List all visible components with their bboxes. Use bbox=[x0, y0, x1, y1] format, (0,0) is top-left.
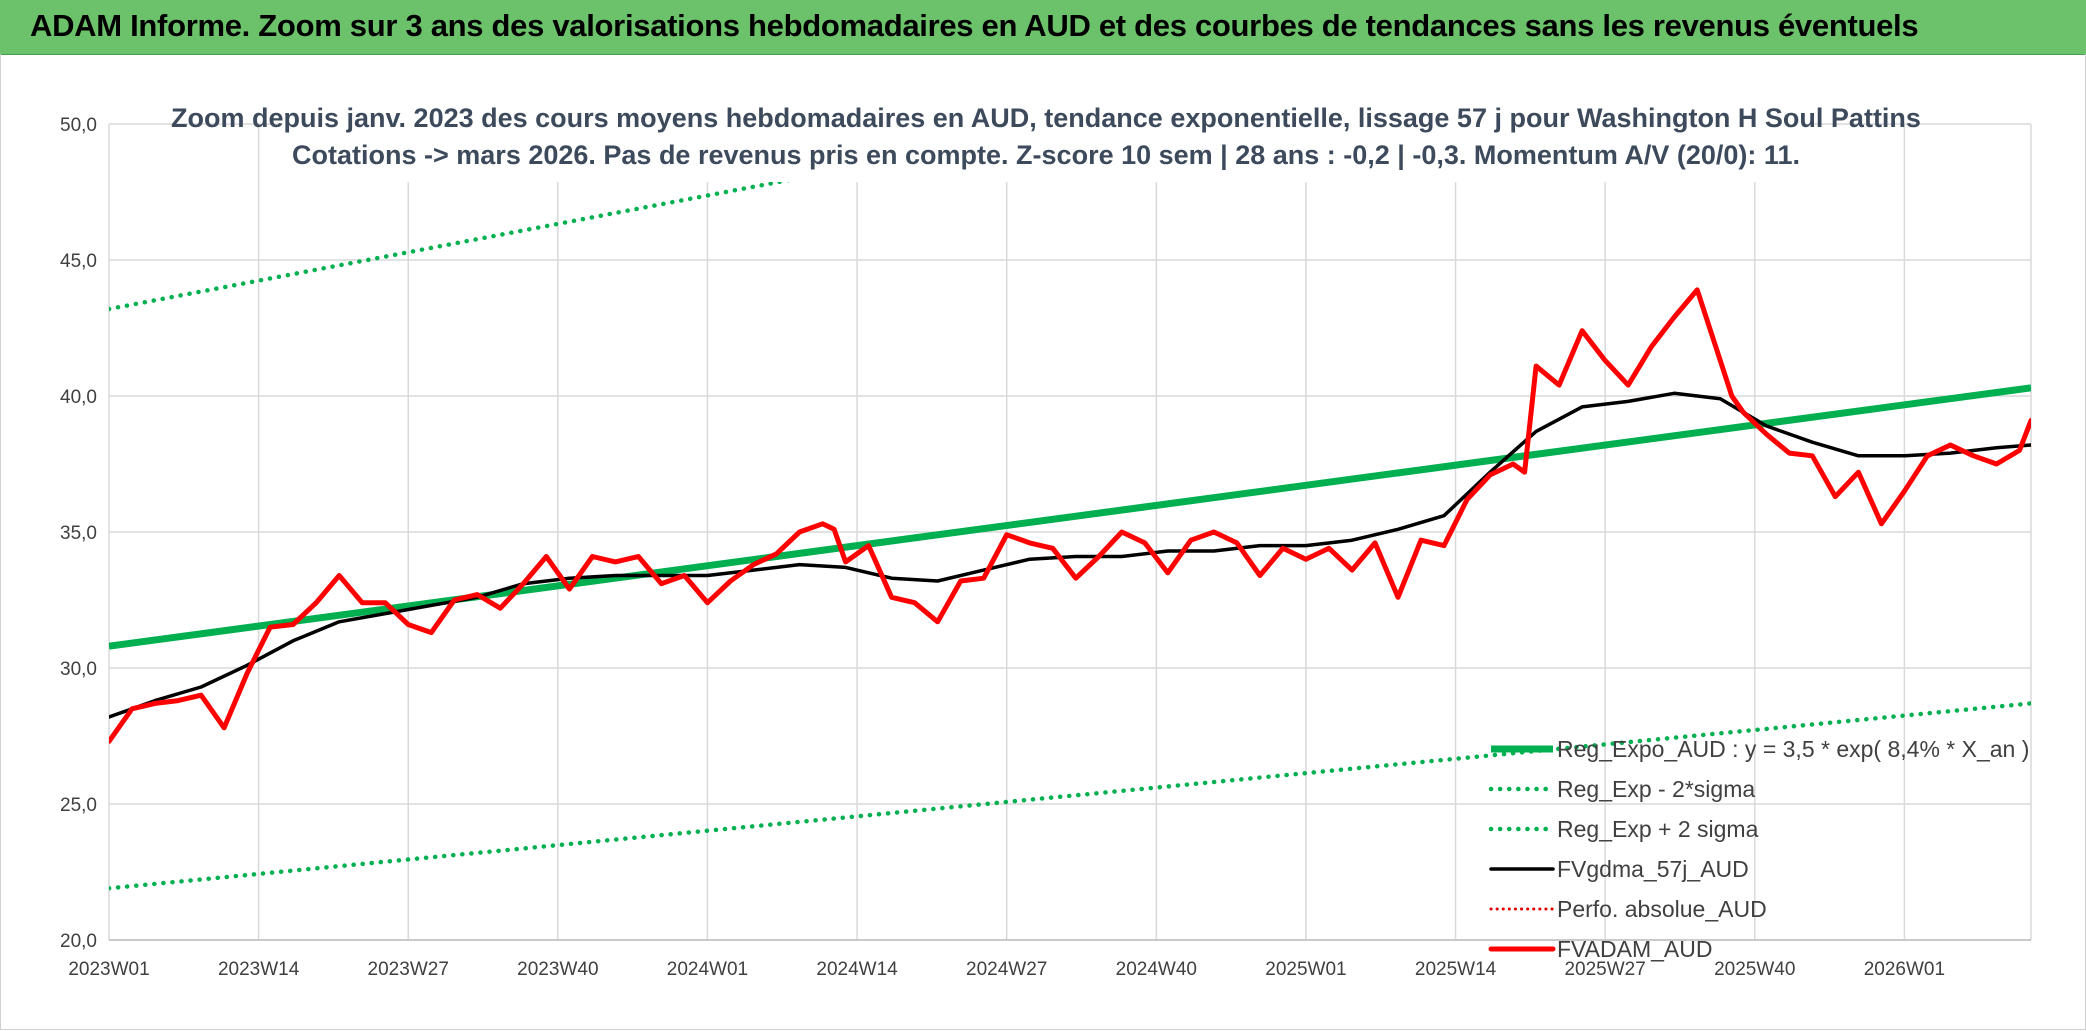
legend-entry: Perfo. absolue_AUD bbox=[1557, 896, 1767, 922]
axes: 20,0 25,0 30,0 35,0 40,0 45,0 50,0 2023W01 2023W… bbox=[60, 115, 2031, 980]
legend-entry: Reg_Exp + 2 sigma bbox=[1557, 816, 1759, 842]
chart-title-line2: Cotations -> mars 2026. Pas de revenus p… bbox=[292, 140, 1800, 170]
x-tick-label: 2025W40 bbox=[1714, 959, 1795, 980]
chart-frame: 20,0 25,0 30,0 35,0 40,0 45,0 50,0 2023W01 2023W… bbox=[0, 54, 2086, 1030]
series-reg-expo-aud-y-3-5-exp-8-4-x-a bbox=[109, 384, 2031, 650]
series-reg-exp-2-sigma bbox=[109, 701, 2031, 891]
legend-entry: FVgdma_57j_AUD bbox=[1557, 856, 1749, 882]
x-tick-label: 2023W01 bbox=[68, 959, 149, 980]
title-background bbox=[279, 80, 1814, 182]
x-tick-label: 2025W27 bbox=[1564, 959, 1645, 980]
x-tick-label: 2023W14 bbox=[218, 959, 300, 980]
x-tick-label: 2024W40 bbox=[1116, 959, 1197, 980]
series-fvadam-aud bbox=[109, 287, 2031, 744]
x-tick-label: 2023W40 bbox=[517, 959, 598, 980]
legend-entry: Reg_Exp - 2*sigma bbox=[1557, 776, 1755, 802]
legend-entry: FVADAM_AUD bbox=[1557, 936, 1713, 962]
x-tick-label: 2024W01 bbox=[667, 959, 748, 980]
y-tick-label: 25,0 bbox=[60, 795, 97, 816]
chart-title-line1: Zoom depuis janv. 2023 des cours moyens … bbox=[171, 103, 1921, 133]
series-fvgdma-57j-aud bbox=[109, 391, 2031, 719]
series-reg-exp-2-sigma bbox=[109, 124, 1097, 312]
y-tick-label: 40,0 bbox=[60, 387, 97, 408]
y-tick-label: 45,0 bbox=[60, 251, 97, 272]
y-tick-label: 35,0 bbox=[60, 523, 97, 544]
legend-entry: Reg_Expo_AUD : y = 3,5 * exp( 8,4% * X_a… bbox=[1557, 736, 2029, 762]
x-tick-label: 2025W14 bbox=[1415, 959, 1497, 980]
x-tick-label: 2023W27 bbox=[368, 959, 449, 980]
y-tick-label: 50,0 bbox=[60, 115, 97, 136]
line-chart: 20,0 25,0 30,0 35,0 40,0 45,0 50,0 2023W01 2023W… bbox=[60, 80, 2032, 980]
series-layer bbox=[109, 124, 2031, 891]
report-title: ADAM Informe. Zoom sur 3 ans des valoris… bbox=[30, 8, 1919, 43]
x-tick-label: 2025W01 bbox=[1265, 959, 1346, 980]
x-tick-label: 2024W27 bbox=[966, 959, 1047, 980]
report-banner: ADAM Informe. Zoom sur 3 ans des valoris… bbox=[0, 0, 2086, 55]
x-tick-label: 2024W14 bbox=[816, 959, 898, 980]
legend: Reg_Expo_AUD : y = 3,5 * exp( 8,4% * X_a… bbox=[1488, 736, 2029, 962]
y-tick-label: 20,0 bbox=[60, 931, 97, 952]
x-tick-label: 2026W01 bbox=[1864, 959, 1945, 980]
y-tick-label: 30,0 bbox=[60, 659, 97, 680]
